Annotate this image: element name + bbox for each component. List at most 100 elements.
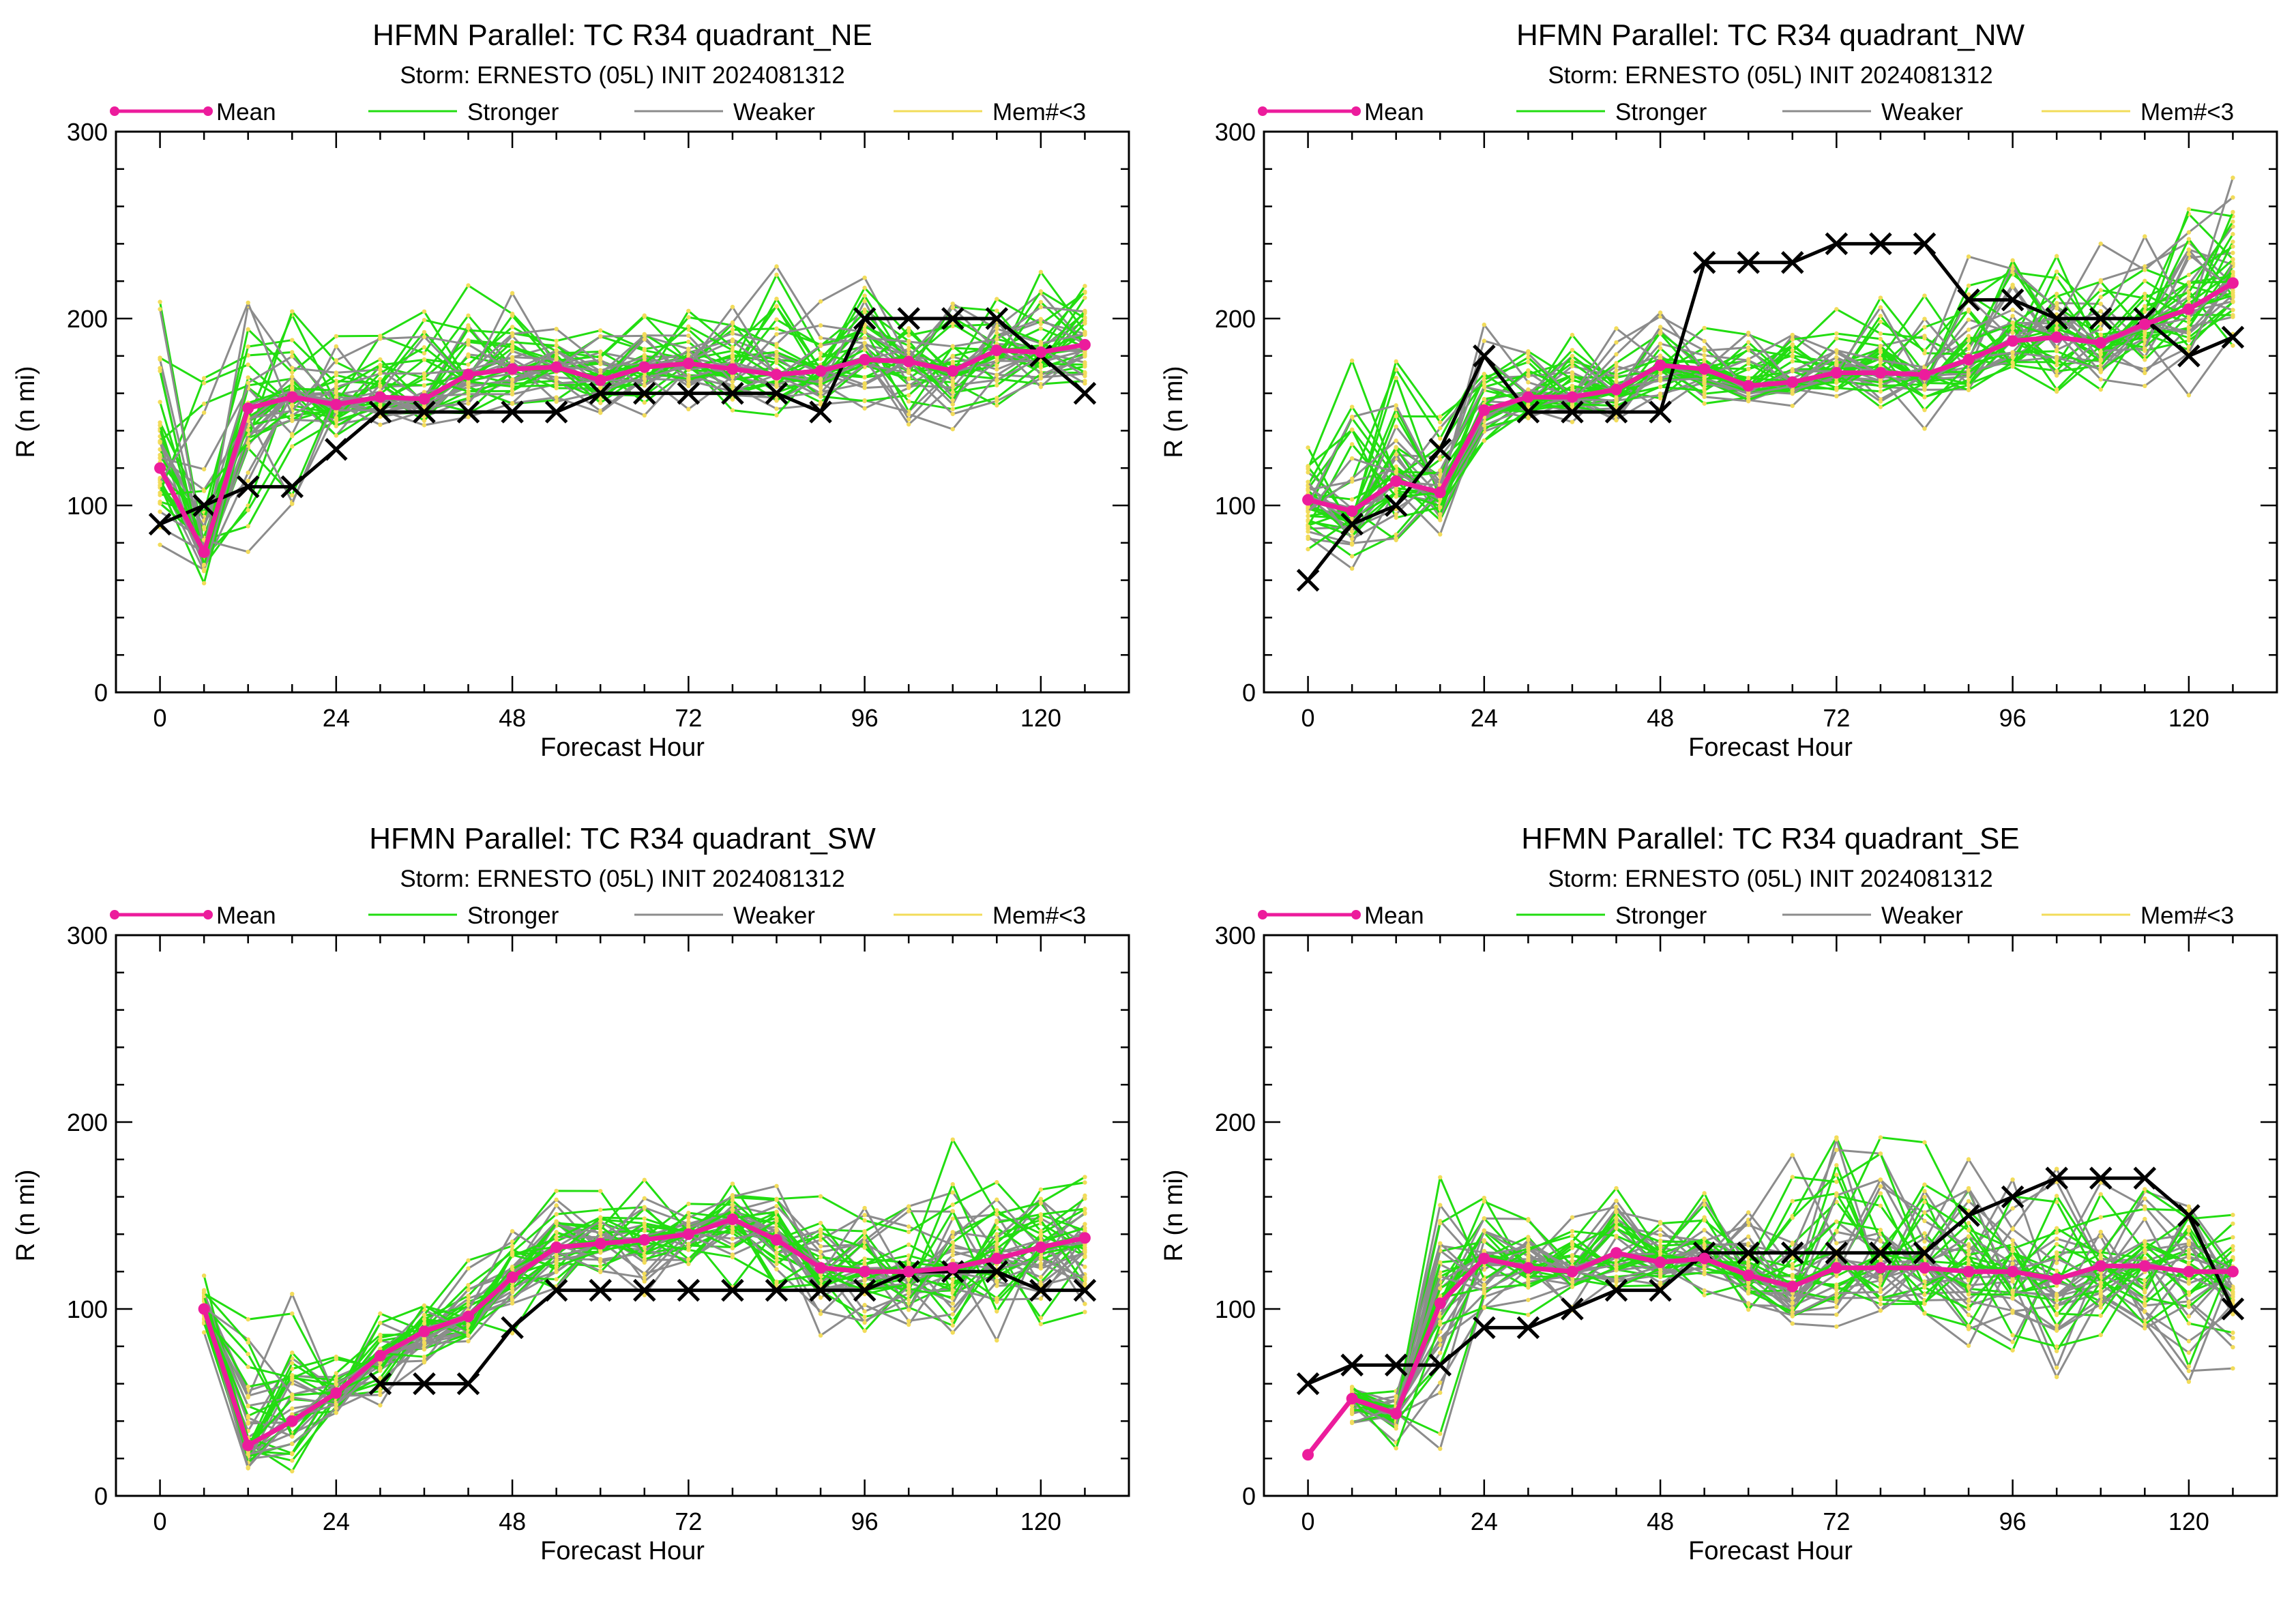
- member-point: [1526, 1312, 1531, 1317]
- member-point: [2143, 370, 2147, 376]
- observed-marker: [2045, 1166, 2068, 1190]
- member-point: [598, 1188, 603, 1194]
- member-point: [950, 344, 955, 349]
- mean-point: [1962, 353, 1975, 366]
- legend-stronger-label: Stronger: [1615, 99, 1707, 126]
- member-point: [1394, 494, 1398, 499]
- member-point: [1349, 414, 1355, 419]
- member-point: [1790, 391, 1795, 396]
- mean-point: [814, 365, 827, 377]
- member-point: [1878, 1177, 1883, 1182]
- member-point: [466, 401, 471, 406]
- member-point: [1878, 1239, 1883, 1243]
- member-point: [686, 324, 691, 329]
- member-point: [1438, 1431, 1443, 1437]
- member-point: [2054, 1241, 2059, 1247]
- member-point: [2231, 175, 2235, 180]
- member-point: [290, 1366, 295, 1371]
- member-point: [1746, 345, 1751, 350]
- member-point: [510, 346, 515, 351]
- member-point: [378, 422, 383, 427]
- member-point: [1570, 419, 1575, 424]
- member-point: [2010, 1256, 2015, 1261]
- member-point: [158, 480, 162, 485]
- chart-title: HFMN Parallel: TC R34 quadrant_NE: [372, 18, 872, 52]
- member-point: [1658, 1251, 1663, 1256]
- member-point: [950, 402, 955, 407]
- member-point: [1966, 1248, 1971, 1253]
- member-point: [686, 378, 691, 383]
- member-point: [201, 525, 207, 530]
- member-point: [995, 326, 999, 332]
- mean-point: [2095, 337, 2107, 349]
- member-point: [290, 366, 295, 370]
- member-point: [246, 362, 250, 367]
- member-point: [1394, 403, 1398, 408]
- member-point: [642, 355, 647, 360]
- member-point: [1394, 452, 1398, 457]
- member-point: [2143, 234, 2147, 239]
- member-point: [1878, 1191, 1883, 1196]
- member-point: [2098, 377, 2103, 382]
- member-point: [2054, 1236, 2059, 1241]
- mean-point: [2183, 303, 2195, 315]
- member-point: [1083, 1180, 1087, 1185]
- member-point: [1966, 1343, 1971, 1349]
- member-point: [1878, 1203, 1883, 1208]
- member-point: [1966, 338, 1971, 343]
- member-point: [2231, 1336, 2235, 1340]
- member-point: [1922, 1279, 1927, 1284]
- member-point: [1083, 362, 1087, 367]
- member-point: [2098, 1215, 2103, 1220]
- y-tick-label: 200: [67, 1108, 108, 1136]
- observed-marker: [1649, 1278, 1672, 1302]
- member-point: [906, 393, 911, 398]
- chart-title: HFMN Parallel: TC R34 quadrant_SW: [369, 822, 876, 855]
- member-point: [2231, 1298, 2235, 1303]
- member-point: [1038, 299, 1044, 305]
- legend-mem-label: Mem#<3: [992, 902, 1086, 929]
- member-point: [510, 1243, 515, 1248]
- member-point: [1834, 336, 1839, 341]
- member-point: [906, 1261, 911, 1265]
- ensemble-member-line: [159, 350, 1086, 553]
- member-point: [246, 1340, 250, 1345]
- member-point: [290, 1469, 295, 1474]
- member-point: [2186, 1321, 2192, 1326]
- member-point: [422, 345, 427, 350]
- member-point: [2143, 291, 2147, 296]
- member-point: [2010, 354, 2015, 359]
- member-point: [862, 1277, 867, 1282]
- member-point: [1526, 387, 1531, 392]
- legend-stronger-label: Stronger: [467, 99, 559, 126]
- member-point: [995, 1225, 999, 1231]
- observed-marker: [1428, 1353, 1452, 1376]
- member-point: [158, 307, 162, 312]
- member-point: [1438, 1274, 1443, 1279]
- member-point: [2010, 1238, 2015, 1243]
- legend-mean-marker: [1351, 106, 1361, 116]
- observed-marker: [589, 1278, 612, 1302]
- member-point: [2143, 1187, 2147, 1192]
- member-point: [510, 1301, 515, 1306]
- observed-marker: [1384, 1353, 1408, 1376]
- mean-point: [242, 402, 254, 415]
- member-point: [1438, 414, 1443, 419]
- member-point: [1083, 1310, 1087, 1314]
- member-point: [1349, 456, 1355, 461]
- member-point: [2010, 1348, 2015, 1353]
- member-point: [950, 1190, 955, 1195]
- member-point: [1834, 1137, 1839, 1142]
- member-point: [950, 305, 955, 310]
- member-point: [1349, 529, 1355, 534]
- member-point: [1746, 361, 1751, 366]
- member-point: [862, 398, 867, 404]
- mean-point: [1566, 1265, 1578, 1278]
- member-point: [2054, 363, 2059, 368]
- member-point: [2186, 1228, 2192, 1233]
- member-point: [1878, 331, 1883, 336]
- member-point: [1966, 344, 1971, 349]
- member-point: [950, 1277, 955, 1282]
- member-point: [1746, 1210, 1751, 1215]
- member-point: [862, 1245, 867, 1250]
